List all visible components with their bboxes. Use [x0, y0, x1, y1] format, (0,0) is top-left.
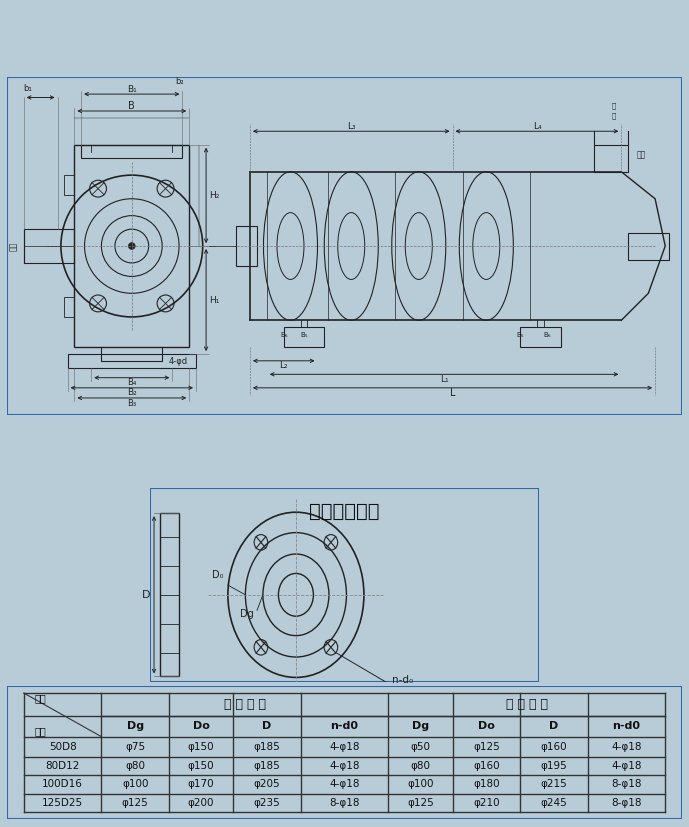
- Text: φ210: φ210: [473, 798, 500, 808]
- Bar: [68, 354, 196, 367]
- Text: H₁: H₁: [209, 295, 220, 304]
- Text: D₀: D₀: [212, 571, 224, 581]
- Text: φ80: φ80: [411, 761, 431, 771]
- Text: φ125: φ125: [407, 798, 434, 808]
- Bar: [284, 327, 325, 347]
- Text: 8-φ18: 8-φ18: [611, 779, 641, 789]
- Text: B₂: B₂: [127, 389, 136, 398]
- Text: 吸入吐出法兰: 吸入吐出法兰: [309, 502, 380, 521]
- Text: φ245: φ245: [540, 798, 567, 808]
- Text: L₄: L₄: [533, 122, 542, 131]
- Text: 4-φ18: 4-φ18: [329, 779, 360, 789]
- Text: 吐 出 法 兰: 吐 出 法 兰: [506, 698, 548, 710]
- Text: B₁: B₁: [127, 84, 136, 93]
- Text: φ170: φ170: [187, 779, 214, 789]
- Text: 吸 入 法 兰: 吸 入 法 兰: [224, 698, 266, 710]
- Text: 50D8: 50D8: [49, 742, 76, 752]
- Text: φ180: φ180: [473, 779, 500, 789]
- Text: B₆: B₆: [280, 332, 287, 338]
- Text: L₂: L₂: [280, 361, 288, 370]
- Text: 8-φ18: 8-φ18: [329, 798, 360, 808]
- Circle shape: [128, 242, 135, 250]
- Text: 出水: 出水: [637, 151, 646, 160]
- Text: Do: Do: [478, 721, 495, 731]
- Text: H₂: H₂: [209, 191, 220, 200]
- Bar: [236, 226, 257, 266]
- Bar: [160, 514, 179, 676]
- Text: φ125: φ125: [473, 742, 500, 752]
- Text: φ150: φ150: [187, 742, 214, 752]
- Text: φ195: φ195: [540, 761, 567, 771]
- Text: φ150: φ150: [187, 761, 214, 771]
- Text: D: D: [263, 721, 271, 731]
- Text: φ185: φ185: [254, 761, 280, 771]
- Text: L₃: L₃: [347, 122, 356, 131]
- Text: 80D12: 80D12: [45, 761, 80, 771]
- Text: φ75: φ75: [125, 742, 145, 752]
- Bar: [520, 327, 561, 347]
- Text: D: D: [549, 721, 559, 731]
- Text: φ200: φ200: [188, 798, 214, 808]
- Text: b₁: b₁: [23, 84, 32, 93]
- Text: φ125: φ125: [122, 798, 149, 808]
- Text: 进水: 进水: [9, 241, 18, 251]
- Text: n-d₀: n-d₀: [392, 676, 413, 686]
- Text: 4-φ18: 4-φ18: [611, 742, 641, 752]
- Text: φ215: φ215: [540, 779, 567, 789]
- Text: 8-φ18: 8-φ18: [611, 798, 641, 808]
- Text: Dg: Dg: [412, 721, 429, 731]
- Text: 100D16: 100D16: [42, 779, 83, 789]
- Text: φ235: φ235: [254, 798, 280, 808]
- Text: B₆: B₆: [543, 332, 551, 338]
- Bar: [628, 232, 668, 260]
- Bar: [23, 229, 74, 263]
- Text: 水: 水: [611, 112, 615, 119]
- Text: L: L: [450, 388, 455, 398]
- Text: φ160: φ160: [540, 742, 567, 752]
- Text: φ100: φ100: [122, 779, 148, 789]
- Bar: [74, 145, 189, 347]
- Text: Dg: Dg: [240, 609, 254, 619]
- Bar: [64, 297, 74, 317]
- Text: n-d0: n-d0: [331, 721, 358, 731]
- Text: φ50: φ50: [411, 742, 431, 752]
- Text: φ160: φ160: [473, 761, 500, 771]
- Bar: [595, 145, 628, 172]
- Text: B₅: B₅: [516, 332, 524, 338]
- Text: Dg: Dg: [127, 721, 144, 731]
- Text: Do: Do: [193, 721, 209, 731]
- Text: D: D: [142, 590, 150, 600]
- Text: 尺寸: 尺寸: [34, 726, 47, 736]
- Text: 4-φ18: 4-φ18: [329, 742, 360, 752]
- Text: φ205: φ205: [254, 779, 280, 789]
- Text: φ80: φ80: [125, 761, 145, 771]
- Text: 4-φ18: 4-φ18: [329, 761, 360, 771]
- Text: φ185: φ185: [254, 742, 280, 752]
- Text: 4-φd: 4-φd: [169, 357, 188, 366]
- Bar: [64, 175, 74, 195]
- Text: φ100: φ100: [407, 779, 433, 789]
- Text: B₅: B₅: [300, 332, 308, 338]
- Text: B₃: B₃: [127, 399, 136, 408]
- Text: 型号: 型号: [34, 693, 47, 703]
- Text: 125D25: 125D25: [42, 798, 83, 808]
- Text: L₁: L₁: [440, 375, 449, 384]
- Bar: [81, 145, 183, 158]
- Text: b₂: b₂: [176, 77, 185, 86]
- Text: B: B: [128, 101, 135, 111]
- Text: 4-φ18: 4-φ18: [611, 761, 641, 771]
- Text: B₄: B₄: [127, 378, 136, 387]
- Text: n-d0: n-d0: [613, 721, 640, 731]
- Text: 出: 出: [611, 103, 615, 109]
